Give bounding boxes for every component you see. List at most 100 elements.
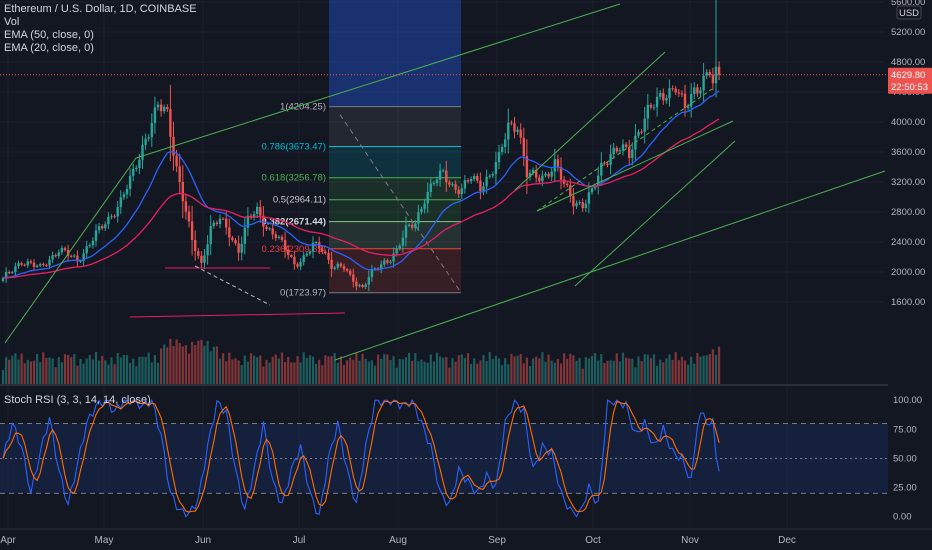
- y-tick-label: 5200.00: [891, 27, 925, 38]
- volume-bar: [60, 362, 63, 384]
- currency-box: [896, 5, 922, 20]
- candle-body: [504, 139, 507, 147]
- candle-body: [448, 182, 451, 185]
- volume-bar: [293, 362, 296, 384]
- volume-bar: [559, 363, 563, 384]
- candle-body: [479, 180, 482, 192]
- volume-bar: [271, 356, 274, 384]
- x-tick-label: May: [95, 535, 114, 546]
- volume-bar: [45, 357, 48, 384]
- volume-bar: [29, 361, 32, 384]
- volume-bar: [284, 362, 287, 384]
- fib-level-label[interactable]: 0.382(2671.44): [262, 217, 326, 228]
- fib-level-label[interactable]: 0.236(2309.32): [262, 244, 326, 255]
- volume-bar: [277, 358, 280, 384]
- volume-bar: [603, 363, 606, 384]
- ema50-legend[interactable]: EMA (50, close, 0): [4, 29, 94, 41]
- candle-body: [97, 226, 101, 231]
- volume-bar: [184, 345, 187, 384]
- stoch-rsi-label[interactable]: Stoch RSI (3, 3, 14, 14, close): [4, 394, 151, 406]
- fib-level-label[interactable]: 0.786(3673.47): [262, 141, 326, 152]
- volume-bar: [680, 356, 683, 384]
- volume-bar: [181, 346, 184, 384]
- price-badge: [888, 67, 932, 94]
- candle-body: [671, 88, 674, 90]
- volume-bar: [572, 355, 575, 384]
- volume-bar: [132, 358, 135, 384]
- volume-bar: [519, 354, 522, 384]
- candle-body: [463, 180, 467, 189]
- candle-body: [367, 277, 370, 285]
- volume-bar: [442, 357, 445, 384]
- candle-body: [339, 263, 343, 267]
- volume-bar: [386, 354, 389, 384]
- candle-body: [556, 159, 560, 167]
- candle-body: [389, 261, 392, 263]
- volume-bar: [231, 359, 234, 384]
- volume-bar: [57, 357, 60, 384]
- volume-bar: [197, 340, 200, 384]
- fib-zone: [329, 177, 461, 200]
- stoch-k-line: [2, 398, 720, 518]
- candle-body: [476, 175, 479, 181]
- volume-bar: [699, 356, 702, 384]
- volume-bar: [625, 357, 628, 384]
- volume-bar: [321, 365, 324, 384]
- candle-body: [234, 240, 237, 244]
- volume-bar: [683, 360, 687, 384]
- volume-bar: [36, 353, 39, 384]
- volume-bar: [274, 354, 277, 384]
- candle-body: [435, 179, 439, 184]
- candle-body: [110, 216, 113, 218]
- candle-body: [516, 129, 519, 132]
- x-tick-label: Dec: [778, 535, 796, 546]
- candle-body: [497, 151, 501, 163]
- candle-body: [469, 178, 473, 182]
- fib-level-label[interactable]: 0.5(2964.11): [273, 195, 326, 206]
- candle-body: [606, 163, 609, 165]
- volume-bar: [373, 365, 377, 384]
- volume-bar: [147, 352, 150, 384]
- fib-level-label[interactable]: 0(1723.97): [280, 288, 326, 299]
- volume-bar: [600, 354, 603, 384]
- volume-bar: [129, 362, 132, 384]
- ema20-legend[interactable]: EMA (20, close, 0): [4, 42, 94, 54]
- currency-label[interactable]: USD: [899, 8, 919, 19]
- volume-bar: [63, 354, 67, 384]
- candle-body: [299, 261, 302, 267]
- volume-bar: [432, 361, 435, 384]
- symbol-title[interactable]: Ethereum / U.S. Dollar, 1D, COINBASE: [4, 3, 197, 15]
- volume-bar: [426, 362, 429, 384]
- candle-body: [445, 170, 448, 183]
- volume-bar: [339, 356, 342, 384]
- candle-body: [293, 256, 296, 265]
- volume-bar: [566, 358, 569, 384]
- volume-bar: [612, 360, 615, 384]
- fib-level-label[interactable]: 1(4204.25): [280, 102, 326, 113]
- volume-bar: [265, 359, 268, 384]
- volume-bar: [42, 352, 45, 384]
- volume-legend[interactable]: Vol: [4, 16, 20, 28]
- volume-bar: [488, 352, 491, 384]
- candle-body: [39, 264, 42, 266]
- candle-body: [290, 255, 293, 257]
- volume-bar: [39, 362, 42, 384]
- fib-level-label[interactable]: 0.618(3256.78): [262, 173, 326, 184]
- candle-body: [411, 224, 414, 228]
- candle-body: [287, 249, 290, 256]
- volume-bar: [677, 360, 680, 384]
- volume-bar: [547, 354, 550, 384]
- candle-body: [314, 242, 318, 244]
- candle-body: [584, 203, 587, 209]
- volume-bar: [563, 353, 566, 384]
- candle-body: [181, 182, 184, 202]
- candle-body: [147, 137, 150, 139]
- volume-bar: [218, 358, 222, 384]
- stoch-rsi-legend: Stoch RSI (3, 3, 14, 14, close): [4, 394, 151, 407]
- volume-bar: [370, 360, 373, 384]
- volume-bar: [110, 357, 113, 384]
- candle-body: [640, 131, 643, 133]
- volume-bar: [578, 357, 581, 384]
- candle-body: [156, 104, 160, 108]
